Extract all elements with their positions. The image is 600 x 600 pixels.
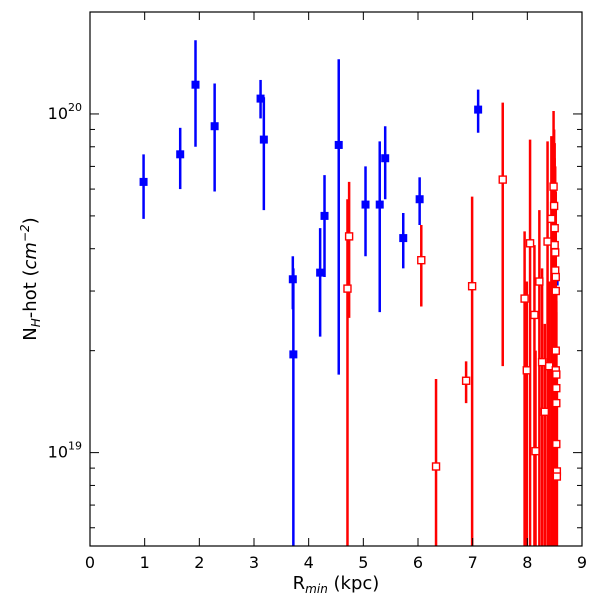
data-point — [399, 234, 408, 243]
data-point — [550, 223, 559, 233]
data-point — [551, 286, 560, 296]
x-axis-label-sub: min — [305, 582, 328, 596]
data-point — [552, 472, 562, 481]
x-axis-label-rest: (kpc) — [328, 573, 380, 594]
data-point — [552, 439, 561, 449]
data-point — [551, 248, 560, 257]
data-point — [537, 357, 547, 367]
series-0 — [139, 40, 559, 546]
data-point — [415, 195, 424, 204]
data-point — [259, 135, 268, 144]
data-point — [525, 239, 535, 248]
data-point — [552, 383, 561, 393]
data-point — [522, 366, 531, 375]
data-point — [540, 407, 550, 416]
data-point — [549, 182, 558, 191]
data-point — [256, 94, 265, 103]
y-tick-label-base: 10 — [48, 443, 68, 462]
plot-frame — [89, 11, 583, 547]
x-tick-label: 0 — [85, 553, 95, 572]
y-tick-label: 1020 — [48, 101, 82, 123]
data-point — [547, 214, 556, 224]
y-axis-label-main: N — [20, 327, 41, 340]
data-point — [530, 310, 539, 320]
y-axis-label-rest: ) — [20, 217, 41, 224]
x-tick-label: 3 — [249, 553, 259, 572]
data-point — [543, 237, 552, 246]
y-axis-label-unit: cm — [20, 242, 41, 269]
marks-layer — [139, 40, 562, 546]
data-point — [210, 122, 219, 131]
y-axis-label-sub: H — [29, 318, 43, 327]
x-tick-label: 2 — [194, 553, 204, 572]
data-point — [550, 240, 559, 250]
x-tick-label: 4 — [304, 553, 314, 572]
data-point — [431, 462, 441, 471]
data-point — [176, 150, 185, 159]
data-point — [417, 255, 426, 265]
data-point — [343, 284, 352, 293]
data-point — [288, 275, 297, 284]
data-point — [381, 154, 390, 163]
series-1 — [343, 102, 562, 546]
data-point — [316, 268, 325, 277]
data-point — [191, 80, 200, 89]
data-point — [334, 140, 343, 149]
x-tick-label: 1 — [140, 553, 150, 572]
data-point — [361, 200, 370, 209]
x-tick-label: 6 — [413, 553, 423, 572]
data-point — [139, 177, 148, 186]
y-axis-label-mid: -hot ( — [20, 269, 41, 318]
y-axis-label-sup: −2 — [18, 224, 32, 242]
x-axis-label-main: R — [293, 573, 306, 594]
y-tick-label-exponent: 19 — [68, 440, 82, 453]
y-tick-label-exponent: 20 — [68, 101, 82, 114]
data-point — [375, 200, 384, 209]
data-point — [461, 376, 471, 385]
x-axis-label: Rmin (kpc) — [293, 573, 380, 596]
data-point — [531, 446, 540, 456]
data-point — [551, 272, 560, 282]
data-point — [552, 398, 561, 408]
x-tick-label: 9 — [577, 553, 587, 572]
x-tick-label: 7 — [468, 553, 478, 572]
data-point — [474, 105, 483, 114]
data-point — [289, 350, 298, 359]
data-point — [551, 346, 560, 355]
data-point — [549, 201, 559, 211]
data-point — [467, 282, 477, 291]
data-point — [552, 370, 561, 379]
data-point — [320, 211, 329, 220]
data-point — [344, 232, 354, 241]
x-tick-label: 8 — [522, 553, 532, 572]
x-tick-label: 5 — [358, 553, 368, 572]
data-point — [498, 175, 507, 184]
data-point — [520, 294, 529, 303]
data-point — [535, 277, 544, 286]
y-tick-label: 1019 — [48, 440, 82, 462]
y-tick-label-base: 10 — [48, 104, 68, 123]
y-axis-label: NH-hot (cm−2) — [18, 217, 43, 340]
